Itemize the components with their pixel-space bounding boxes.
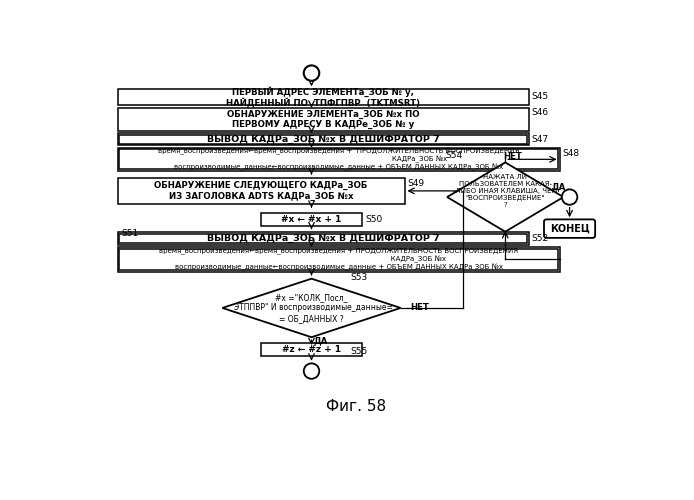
Bar — [261, 213, 362, 226]
Text: КОНЕЦ: КОНЕЦ — [550, 224, 589, 234]
Text: ПЕРВЫЙ АДРЕС ЭЛЕМЕНТа_ЗОБ № у,
НАЙДЕННЫЙ ПО  ТПФГПВР  (TKTMSRT): ПЕРВЫЙ АДРЕС ЭЛЕМЕНТа_ЗОБ № у, НАЙДЕННЫЙ… — [226, 86, 420, 108]
Text: 3: 3 — [307, 68, 315, 78]
Text: ВЫВОД КАДРа_ЗОБ №х В ДЕШИФРАТОР 7: ВЫВОД КАДРа_ЗОБ №х В ДЕШИФРАТОР 7 — [207, 134, 439, 144]
Text: НЕТ: НЕТ — [410, 304, 429, 312]
Text: S46: S46 — [532, 108, 549, 116]
Text: Фиг. 58: Фиг. 58 — [325, 399, 386, 414]
Bar — [119, 150, 558, 170]
Circle shape — [304, 66, 319, 81]
Text: #x ="КОЛК_Посл_
_ЭТППВР" И воспроизводимые_данные=
= ОБ_ДАННЫХ ?: #x ="КОЛК_Посл_ _ЭТППВР" И воспроизводим… — [230, 293, 393, 323]
FancyBboxPatch shape — [544, 220, 595, 238]
Text: НЕТ: НЕТ — [504, 152, 523, 161]
Text: #z ← #z + 1: #z ← #z + 1 — [282, 344, 341, 354]
Text: #x ← #x + 1: #x ← #x + 1 — [281, 215, 341, 224]
Bar — [118, 133, 529, 145]
Text: S50: S50 — [365, 215, 382, 224]
Text: ДА: ДА — [552, 182, 566, 191]
Bar — [119, 134, 527, 144]
Text: ДА: ДА — [314, 336, 328, 345]
Circle shape — [562, 190, 577, 205]
Circle shape — [304, 364, 319, 379]
Text: 1: 1 — [307, 366, 315, 376]
Polygon shape — [447, 162, 564, 232]
Bar — [118, 90, 529, 106]
Polygon shape — [222, 278, 400, 337]
Text: S49: S49 — [407, 180, 425, 188]
Text: S51: S51 — [121, 229, 139, 238]
Bar — [118, 178, 405, 204]
Text: S47: S47 — [532, 134, 549, 143]
Text: S52: S52 — [532, 234, 549, 243]
Bar — [119, 248, 558, 270]
Text: S45: S45 — [532, 92, 549, 102]
Bar — [118, 148, 559, 171]
Text: ОБНАРУЖЕНИЕ ЭЛЕМЕНТа_ЗОБ №х ПО
ПЕРВОМУ АДРЕСУ В КАДРе_ЗОБ № у: ОБНАРУЖЕНИЕ ЭЛЕМЕНТа_ЗОБ №х ПО ПЕРВОМУ А… — [227, 110, 419, 129]
Text: S53: S53 — [350, 274, 368, 282]
Bar — [261, 342, 362, 355]
Text: S48: S48 — [563, 150, 579, 158]
Bar — [118, 247, 559, 272]
Text: ВЫВОД КАДРа_ЗОБ №х В ДЕШИФРАТОР 7: ВЫВОД КАДРа_ЗОБ №х В ДЕШИФРАТОР 7 — [207, 234, 439, 243]
Bar — [119, 234, 527, 243]
Text: S55: S55 — [350, 346, 368, 356]
Text: S54: S54 — [446, 151, 463, 160]
Bar — [118, 232, 529, 245]
Text: время_воспроизведения←время_воспроизведения + ПРОДОЛЖИТЕЛЬНОСТЬ ВОСПРОИЗВЕДЕНИЯ
: время_воспроизведения←время_воспроизведе… — [159, 248, 518, 271]
Bar — [118, 108, 529, 131]
Text: ОБНАРУЖЕНИЕ СЛЕДУЮЩЕГО КАДРа_ЗОБ
ИЗ ЗАГОЛОВКА ADTS КАДРа_ЗОБ №х: ОБНАРУЖЕНИЕ СЛЕДУЮЩЕГО КАДРа_ЗОБ ИЗ ЗАГО… — [155, 181, 368, 201]
Text: НАЖАТА ЛИ
ПОЛЬЗОВАТЕЛЕМ КАКАЯ-
-ЛИБО ИНАЯ КЛАВИША, ЧЕМ
"ВОСПРОИЗВЕДЕНИЕ"
?: НАЖАТА ЛИ ПОЛЬЗОВАТЕЛЕМ КАКАЯ- -ЛИБО ИНА… — [453, 174, 557, 208]
Text: время_воспроизведения←время_воспроизведения +  ПРОДОЛЖИТЕЛЬНОСТЬ ВОСПРОИЗВЕДЕНИЯ: время_воспроизведения←время_воспроизведе… — [158, 148, 519, 171]
Text: 5: 5 — [566, 192, 573, 202]
